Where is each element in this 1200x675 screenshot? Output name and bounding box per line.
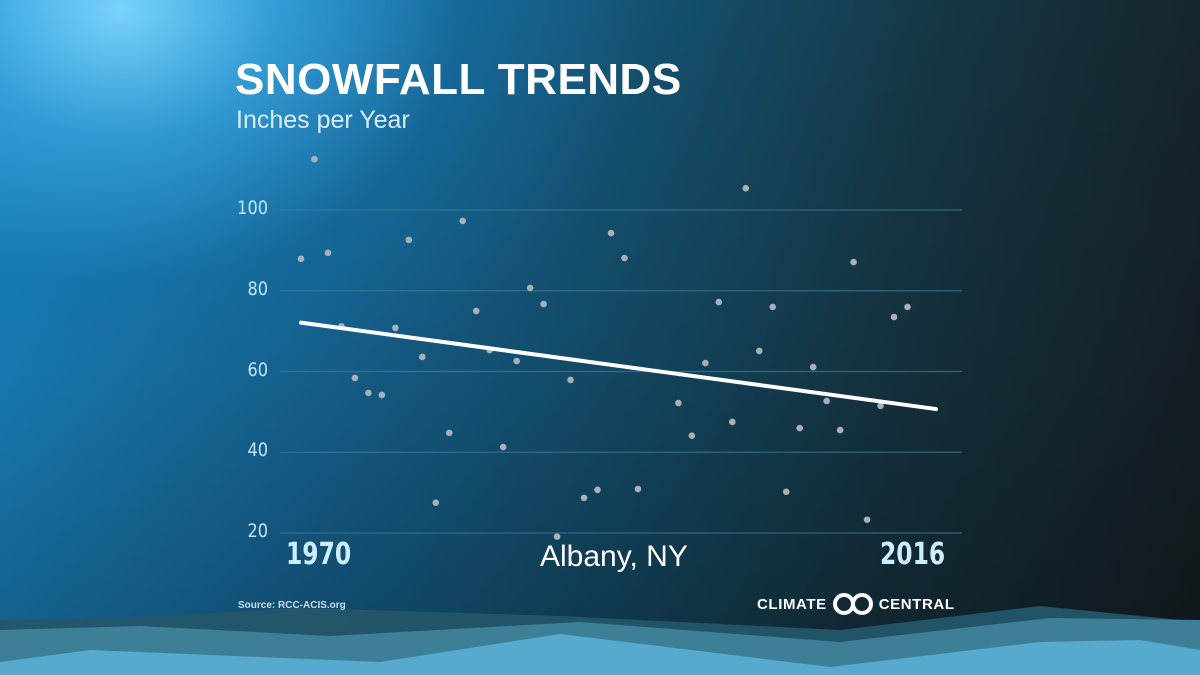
- data-point: [392, 324, 399, 332]
- data-point: [432, 499, 440, 507]
- data-point: [594, 486, 601, 494]
- data-point: [297, 255, 305, 263]
- data-point: [526, 284, 534, 292]
- data-point: [850, 258, 857, 266]
- chart-subtitle: Inches per Year: [236, 106, 410, 134]
- data-point: [499, 443, 507, 451]
- data-point: [580, 494, 588, 502]
- data-point: [675, 399, 682, 407]
- y-tick-label: 80: [247, 277, 268, 300]
- y-tick-label: 100: [237, 197, 268, 219]
- data-points: [297, 155, 911, 540]
- source-credit: Source: RCC-ACIS.org: [238, 600, 346, 611]
- data-point: [796, 424, 803, 432]
- data-point: [311, 155, 318, 163]
- data-point: [715, 298, 723, 306]
- data-point: [553, 533, 561, 540]
- data-point: [365, 389, 372, 397]
- data-point: [729, 418, 736, 426]
- data-point: [769, 303, 777, 311]
- gridlines: [280, 209, 962, 534]
- data-point: [567, 376, 574, 384]
- decorative-hills: [0, 606, 1200, 675]
- chart-title: SNOWFALL TRENDS: [235, 55, 682, 104]
- data-point: [607, 229, 615, 237]
- data-point: [419, 353, 426, 361]
- trend-line-path: [299, 320, 938, 412]
- data-point: [621, 254, 628, 262]
- data-point: [863, 516, 871, 523]
- data-point: [742, 184, 750, 192]
- data-point: [405, 236, 413, 244]
- logo-text-left: CLIMATE: [757, 595, 827, 613]
- y-tick-label: 40: [247, 439, 268, 462]
- data-point: [472, 307, 480, 315]
- y-tick-label: 60: [247, 358, 268, 381]
- data-point: [459, 217, 467, 225]
- data-point: [782, 488, 790, 496]
- logo-rings-icon: [832, 593, 873, 615]
- data-point: [378, 391, 386, 399]
- logo-text-right: CENTRAL: [878, 595, 955, 613]
- trend-line: [299, 320, 938, 412]
- data-point: [809, 363, 817, 371]
- data-point: [351, 374, 359, 382]
- data-point: [540, 300, 547, 308]
- x-axis-start-label: 1970: [286, 537, 352, 572]
- data-point: [702, 359, 709, 367]
- data-point: [755, 347, 763, 355]
- data-point: [634, 485, 642, 493]
- data-point: [823, 397, 830, 405]
- y-tick-label: 20: [247, 520, 268, 542]
- data-point: [890, 313, 898, 321]
- data-point: [877, 402, 884, 410]
- x-axis-end-label: 2016: [880, 537, 946, 572]
- location-label: Albany, NY: [540, 540, 688, 573]
- data-point: [836, 426, 844, 434]
- data-point: [445, 429, 453, 437]
- data-point: [513, 357, 520, 365]
- data-point: [904, 303, 911, 311]
- data-point: [688, 432, 696, 439]
- climate-central-logo: CLIMATE CENTRAL: [757, 593, 955, 615]
- data-point: [324, 249, 332, 257]
